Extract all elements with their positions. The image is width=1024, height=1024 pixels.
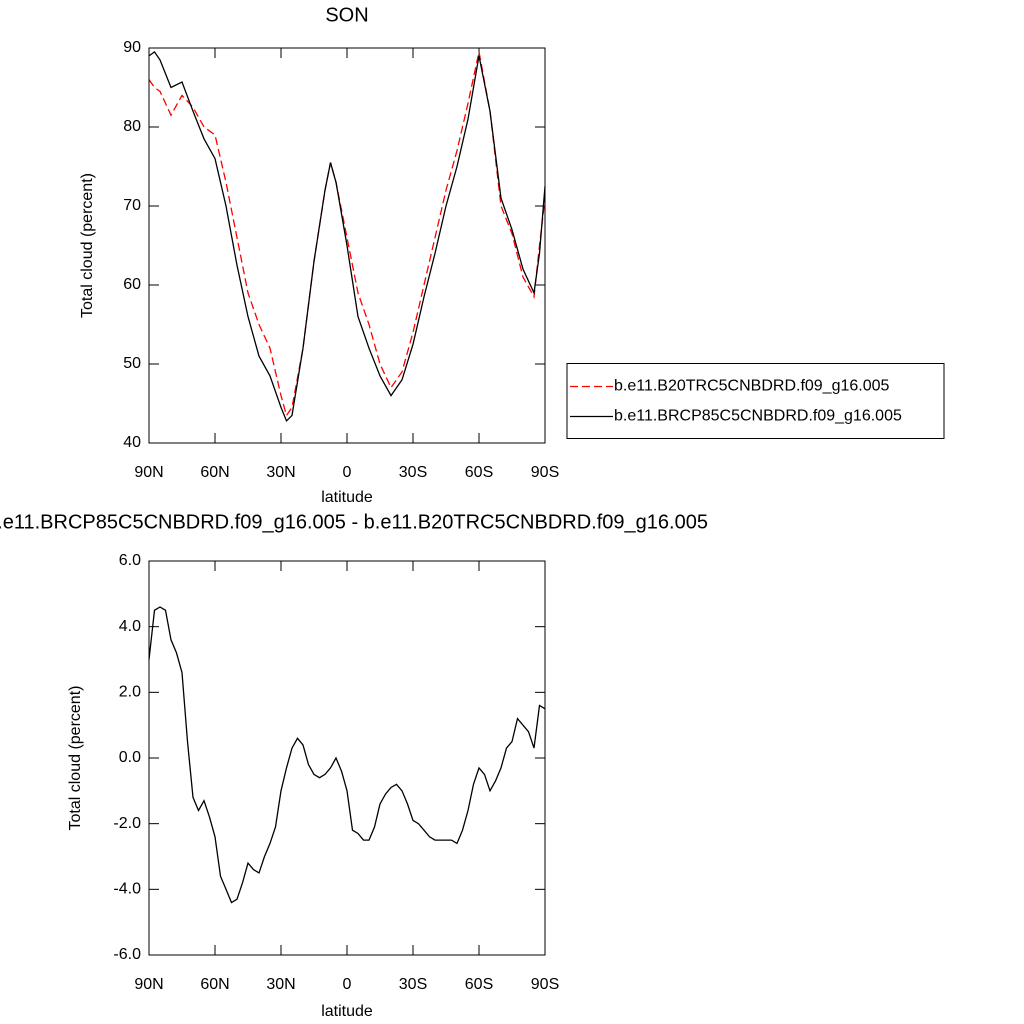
x-tick-label: 0 xyxy=(343,464,352,481)
x-tick-label: 90N xyxy=(134,976,163,993)
x-tick-label: 0 xyxy=(343,976,352,993)
legend-label: b.e11.B20TRC5CNBDRD.f09_g16.005 xyxy=(614,378,890,395)
y-tick-label: 80 xyxy=(123,118,141,135)
chart-title: SON xyxy=(325,4,368,26)
y-tick-label: -2.0 xyxy=(113,815,141,832)
x-tick-label: 30S xyxy=(399,464,427,481)
y-tick-label: 0.0 xyxy=(119,749,141,766)
plot-frame xyxy=(148,560,546,956)
chart-title: b.e11.BRCP85C5CNBDRD.f09_g16.005 - b.e11… xyxy=(0,511,708,533)
y-axis-label: Total cloud (percent) xyxy=(67,686,84,831)
legend-box xyxy=(566,363,945,439)
data-line xyxy=(148,51,546,417)
data-line xyxy=(148,50,546,423)
y-tick-label: 4.0 xyxy=(119,618,141,635)
x-tick-label: 30N xyxy=(266,976,295,993)
x-tick-label: 90S xyxy=(531,464,559,481)
plot-frame xyxy=(148,47,546,444)
y-tick-label: -6.0 xyxy=(113,946,141,963)
y-tick-label: 60 xyxy=(123,276,141,293)
x-tick-label: 90S xyxy=(531,976,559,993)
y-tick-label: 90 xyxy=(123,39,141,56)
x-axis-label: latitude xyxy=(321,489,373,506)
x-tick-label: 60S xyxy=(465,464,493,481)
y-axis-label: Total cloud (percent) xyxy=(79,173,96,318)
x-tick-label: 30N xyxy=(266,464,295,481)
x-tick-label: 60N xyxy=(200,464,229,481)
x-axis-label: latitude xyxy=(321,1003,373,1020)
y-tick-label: -4.0 xyxy=(113,881,141,898)
x-tick-label: 30S xyxy=(399,976,427,993)
x-tick-label: 90N xyxy=(134,464,163,481)
y-tick-label: 2.0 xyxy=(119,684,141,701)
y-tick-label: 40 xyxy=(123,434,141,451)
legend-label: b.e11.BRCP85C5CNBDRD.f09_g16.005 xyxy=(614,408,902,425)
y-tick-label: 50 xyxy=(123,355,141,372)
y-tick-label: 6.0 xyxy=(119,552,141,569)
x-tick-label: 60N xyxy=(200,976,229,993)
y-tick-label: 70 xyxy=(123,197,141,214)
data-line xyxy=(148,606,546,904)
x-tick-label: 60S xyxy=(465,976,493,993)
